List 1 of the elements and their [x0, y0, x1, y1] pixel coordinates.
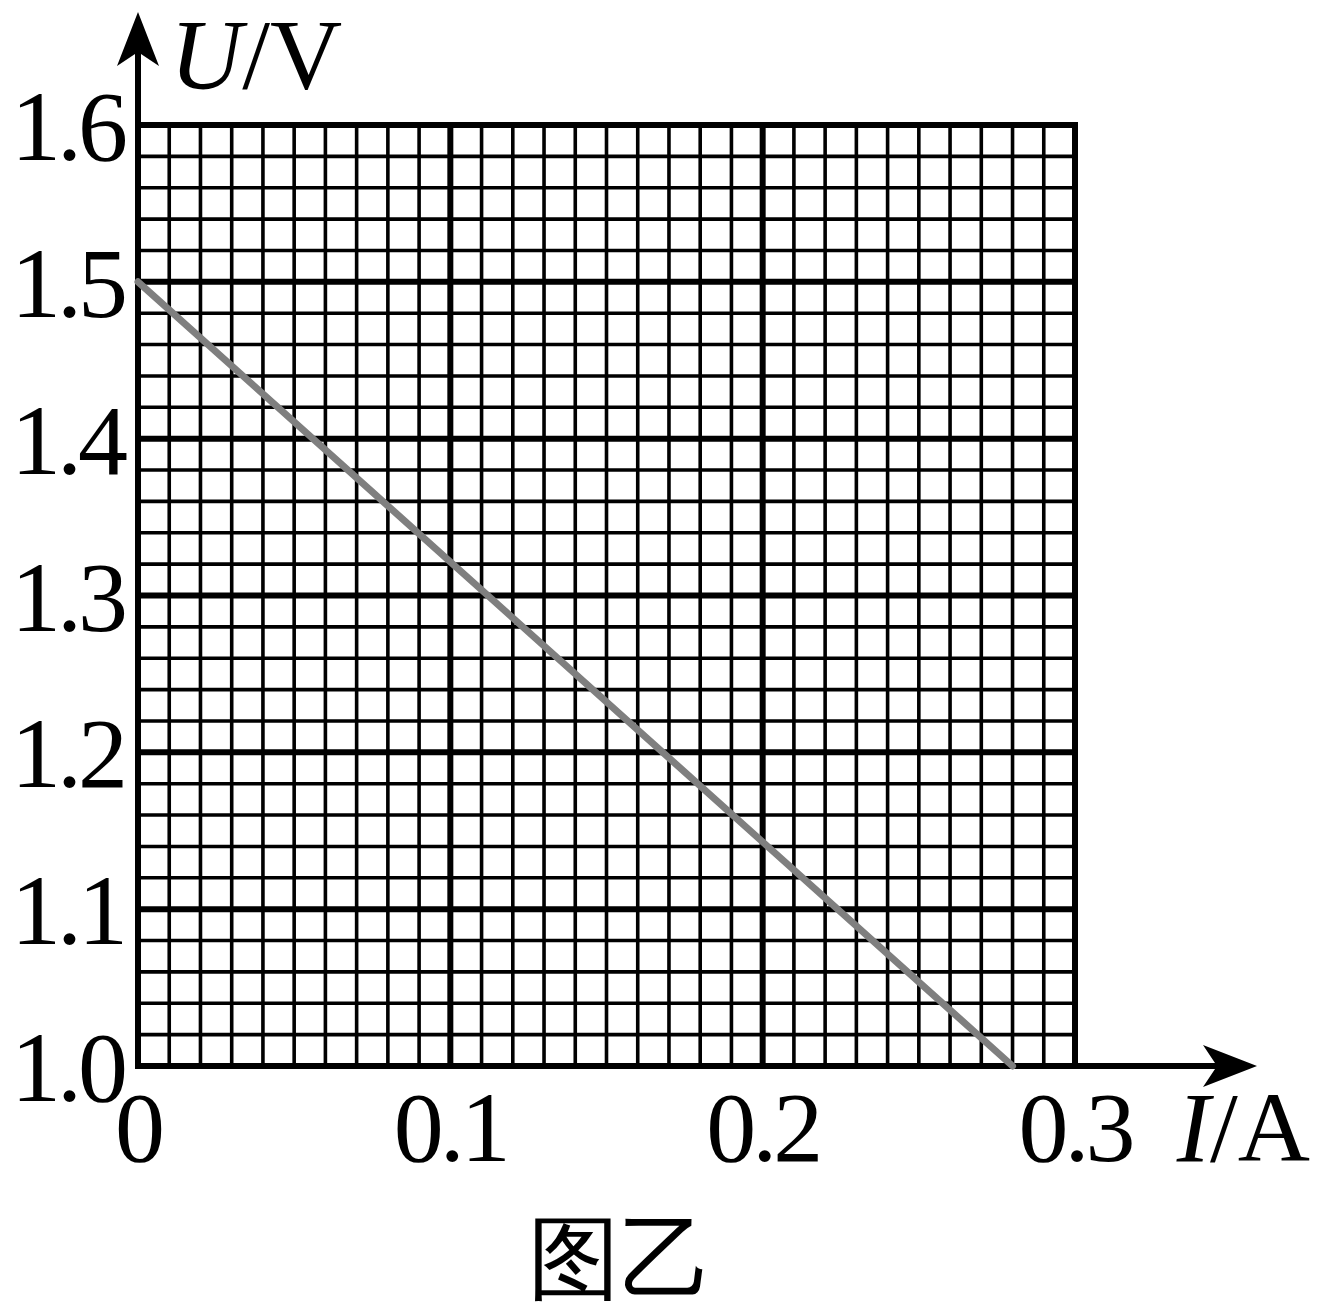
caption: 图乙	[528, 1208, 712, 1310]
